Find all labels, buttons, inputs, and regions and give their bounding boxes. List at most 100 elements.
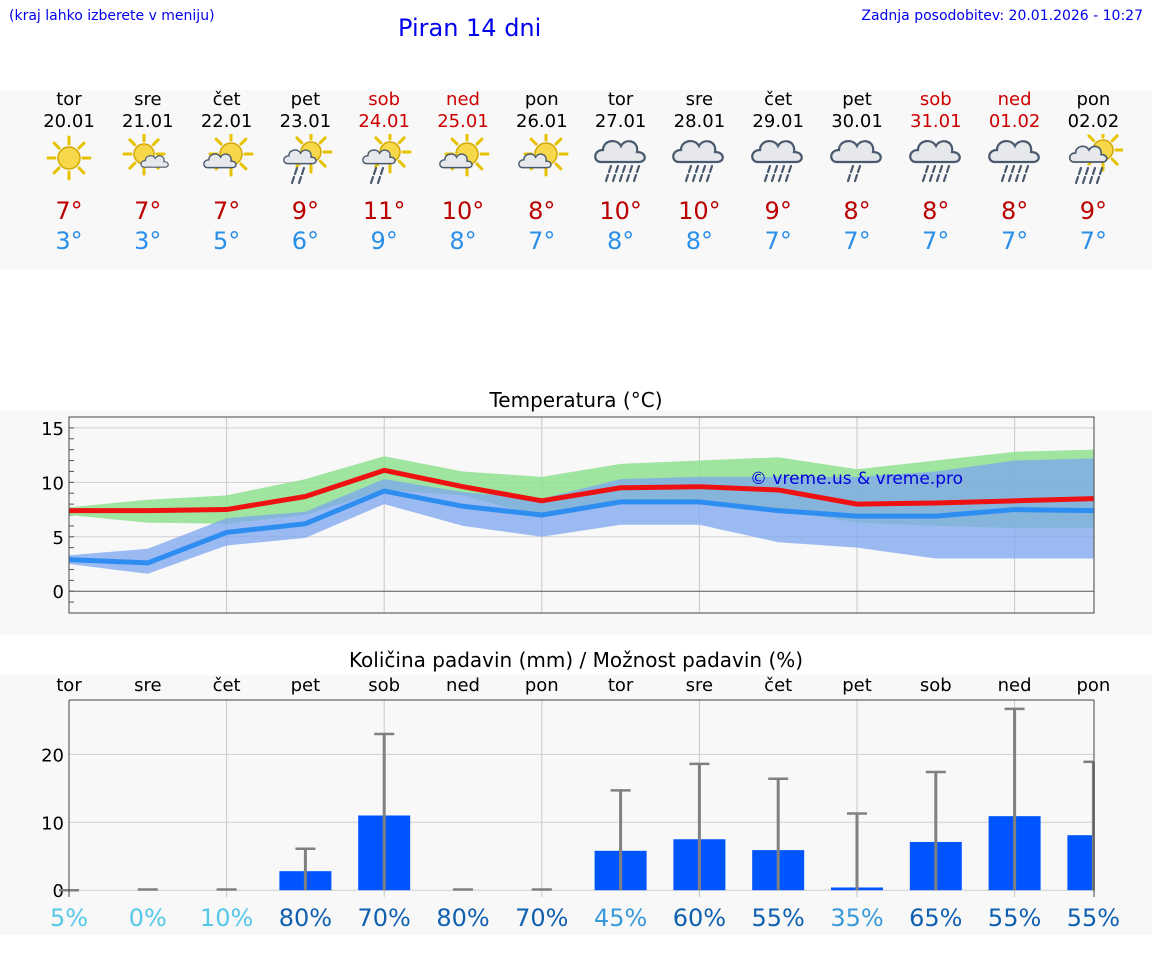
sun-small-cloud-icon — [122, 134, 169, 176]
cloud-shape — [908, 140, 961, 164]
y-tick-label: 0 — [53, 881, 64, 902]
day-name: ned — [997, 89, 1032, 110]
y-tick-label: 10 — [41, 473, 64, 494]
partly-cloudy-icon — [439, 134, 490, 177]
partly-cloudy-icon — [517, 134, 569, 177]
min-temperature-point — [462, 505, 464, 507]
day-date: 30.01 — [831, 111, 883, 132]
max-temperature-line — [69, 467, 1094, 514]
last-update: Zadnja posodobitev: 20.01.2026 - 10:27 — [861, 8, 1143, 24]
precipitation-bar — [1067, 835, 1094, 891]
precipitation-probability: 0% — [128, 904, 167, 932]
min-temperature-range — [69, 458, 1094, 574]
sun-shape — [46, 135, 92, 181]
precipitation-probability: 55% — [1066, 904, 1121, 932]
day-name: sob — [368, 89, 401, 110]
precipitation-probability: 80% — [278, 904, 333, 932]
sun-cloud-rain-icon — [362, 134, 412, 185]
max-temperature: 8° — [922, 197, 950, 225]
max-temperature: 9° — [764, 197, 792, 225]
max-temperature-point — [935, 502, 937, 504]
min-temperature: 8° — [606, 227, 635, 255]
min-temperature: 3° — [134, 227, 162, 255]
day-date: 25.01 — [437, 111, 489, 132]
day-name: pet — [842, 89, 872, 110]
cloud-shape — [672, 140, 725, 164]
weather-icon — [283, 134, 333, 185]
max-temperature-point — [383, 469, 385, 471]
max-temperature-point — [1014, 500, 1016, 502]
min-temperature: 5° — [212, 227, 241, 255]
cloud-rain-icon — [751, 140, 804, 183]
max-temperature-point — [147, 510, 149, 512]
day-date: 29.01 — [752, 111, 804, 132]
x-category-label: sre — [134, 675, 162, 696]
x-category-label: ned — [446, 675, 480, 696]
forecast-strip — [0, 90, 1152, 269]
sun-icon — [46, 135, 92, 181]
x-category-label: sob — [919, 675, 952, 696]
min-temperature-point — [147, 562, 149, 564]
cloud-shape — [1069, 145, 1109, 163]
x-category-label: ned — [997, 675, 1032, 696]
y-tick-label: 10 — [41, 813, 64, 834]
day-name: sre — [134, 89, 162, 110]
precipitation-chart: 0 10 20 — [41, 699, 1095, 902]
min-temperature-line — [68, 488, 1094, 566]
x-category-label: pet — [842, 675, 872, 696]
day-name: tor — [607, 89, 634, 110]
min-temperature: 9° — [370, 227, 398, 255]
min-temperature-point — [856, 515, 858, 517]
x-category-label: pet — [290, 675, 321, 696]
cloud-shape — [830, 140, 882, 164]
min-temperature-point — [304, 523, 306, 525]
weather-icon — [908, 140, 961, 183]
weather-icon — [987, 140, 1040, 183]
x-category-label: sob — [368, 675, 401, 696]
weather-icon — [672, 140, 725, 183]
day-name: ned — [446, 89, 480, 110]
day-date: 27.01 — [594, 111, 647, 132]
max-temperature: 10° — [599, 197, 642, 225]
day-name: pet — [290, 89, 321, 110]
min-temperature-point — [1014, 509, 1016, 511]
min-temperature: 7° — [764, 227, 792, 255]
weather-icon — [202, 134, 254, 177]
min-temperature: 7° — [922, 227, 950, 255]
cloud-shape — [517, 153, 552, 169]
sun-cloud-heavy-rain-icon — [1069, 134, 1124, 185]
max-temperature-point — [777, 489, 779, 491]
day-name: pon — [1076, 89, 1111, 110]
max-temperature: 11° — [362, 197, 406, 225]
precipitation-probability: 5% — [49, 904, 89, 932]
day-name: sre — [685, 89, 714, 110]
cloud-shape — [202, 153, 237, 169]
cloud-shape — [593, 140, 646, 164]
cloud-shape — [140, 155, 169, 168]
max-temperature: 10° — [678, 197, 721, 225]
x-category-label: sre — [685, 675, 714, 696]
day-date: 20.01 — [43, 111, 95, 132]
rain-shape — [1075, 166, 1104, 185]
min-temperature: 8° — [685, 227, 714, 255]
min-temperature-point — [935, 515, 937, 517]
max-temperature-point — [856, 503, 858, 505]
sun-cloud-rain-icon — [283, 134, 333, 185]
y-tick-label: 5 — [53, 528, 64, 549]
precipitation-probability: 70% — [515, 904, 569, 932]
max-temperature-point — [226, 509, 228, 511]
max-temperature: 8° — [1000, 197, 1029, 225]
day-date: 31.01 — [910, 111, 962, 132]
min-temperature: 7° — [1079, 227, 1108, 255]
max-temperature: 7° — [212, 197, 241, 225]
day-name: čet — [764, 89, 793, 110]
rain-shape — [685, 164, 714, 183]
max-temperature: 9° — [1079, 197, 1108, 225]
rain-shape — [846, 164, 862, 183]
partly-cloudy-icon — [202, 134, 254, 177]
day-name: tor — [56, 89, 82, 110]
precipitation-probability: 60% — [672, 904, 727, 932]
weather-icon — [439, 134, 490, 177]
day-date: 23.01 — [279, 111, 332, 132]
min-temperature-point — [541, 514, 543, 516]
